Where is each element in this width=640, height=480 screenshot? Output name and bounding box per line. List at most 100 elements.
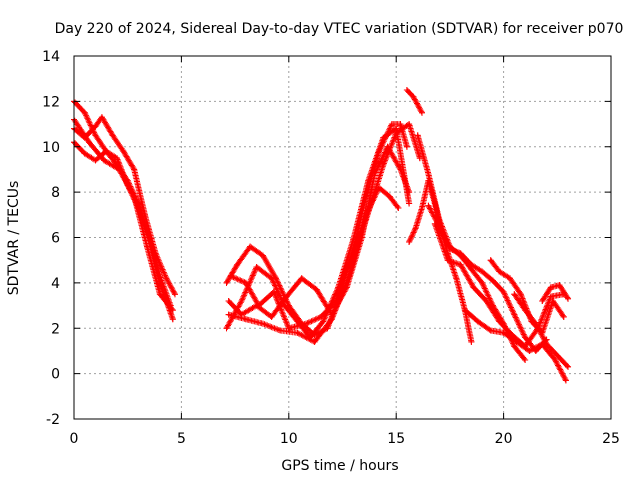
y-tick-label: -2 [46,412,60,428]
series-arc-13 [425,202,550,354]
data-point [468,261,475,268]
data-point [425,202,432,209]
grid-lines [74,56,611,419]
data-point [489,277,496,284]
data-points [71,87,572,384]
data-point [144,243,151,250]
data-point [511,291,518,298]
data-point [169,316,176,323]
series-arc-10 [403,87,425,116]
data-point [418,205,425,212]
data-point [223,279,230,286]
data-point [113,155,120,162]
data-point [554,352,561,359]
data-point [298,275,305,282]
data-point [511,343,518,350]
data-point [285,325,292,332]
data-point [453,275,460,282]
data-point [397,166,404,173]
data-point [410,93,417,100]
data-point [444,257,451,264]
x-tick-label: 15 [387,431,405,447]
data-point [81,109,88,116]
data-point [532,320,539,327]
data-point [380,134,387,141]
data-point [380,161,387,168]
y-tick-label: 6 [51,231,60,247]
data-point [500,288,507,295]
data-point [470,284,477,291]
data-point [552,357,559,364]
data-point [550,298,557,305]
y-tick-label: 4 [51,276,60,292]
data-point [260,320,267,327]
data-point [227,273,234,280]
data-point [270,288,277,295]
data-point [247,243,254,250]
data-point [406,121,413,128]
data-point [487,327,494,334]
data-point [468,338,475,345]
data-point [163,275,170,282]
series-arc-17 [511,291,572,370]
y-tick-label: 14 [42,49,60,65]
data-point [479,268,486,275]
data-point [513,338,520,345]
y-axis-label: SDTVAR / TECUs [6,181,22,296]
data-point [365,177,372,184]
data-point [268,275,275,282]
data-point [345,273,352,280]
data-point [526,347,533,354]
y-tick-label: 10 [42,140,60,156]
data-point [311,338,318,345]
data-point [103,148,110,155]
data-point [242,279,249,286]
data-point [522,357,529,364]
series-arc-2 [71,114,178,298]
data-point [565,363,572,370]
data-point [255,302,262,309]
data-point [386,193,393,200]
data-point [500,329,507,336]
data-point [81,150,88,157]
data-point [517,291,524,298]
data-point [313,286,320,293]
data-point [225,298,232,305]
data-point [253,263,260,270]
data-point [171,291,178,298]
data-point [406,189,413,196]
data-point [268,313,275,320]
data-point [242,316,249,323]
data-point [363,216,370,223]
data-point [234,261,241,268]
data-point [414,132,421,139]
data-point [328,316,335,323]
data-point [539,298,546,305]
series-arc-18 [539,282,572,305]
data-point [556,282,563,289]
x-tick-label: 10 [280,431,298,447]
data-point [543,341,550,348]
y-tick-label: 12 [42,94,60,110]
data-point [86,139,93,146]
data-point [350,236,357,243]
data-point [446,245,453,252]
data-point [397,121,404,128]
data-point [412,225,419,232]
data-point [156,291,163,298]
data-point [393,130,400,137]
data-point [547,284,554,291]
data-point [418,109,425,116]
data-point [98,114,105,121]
data-point [320,318,327,325]
data-point [131,193,138,200]
x-tick-label: 25 [602,431,620,447]
data-point [457,261,464,268]
data-point [565,295,572,302]
data-point [302,320,309,327]
data-point [457,250,464,257]
data-point [169,307,176,314]
data-point [562,377,569,384]
y-tick-label: 0 [51,367,60,383]
